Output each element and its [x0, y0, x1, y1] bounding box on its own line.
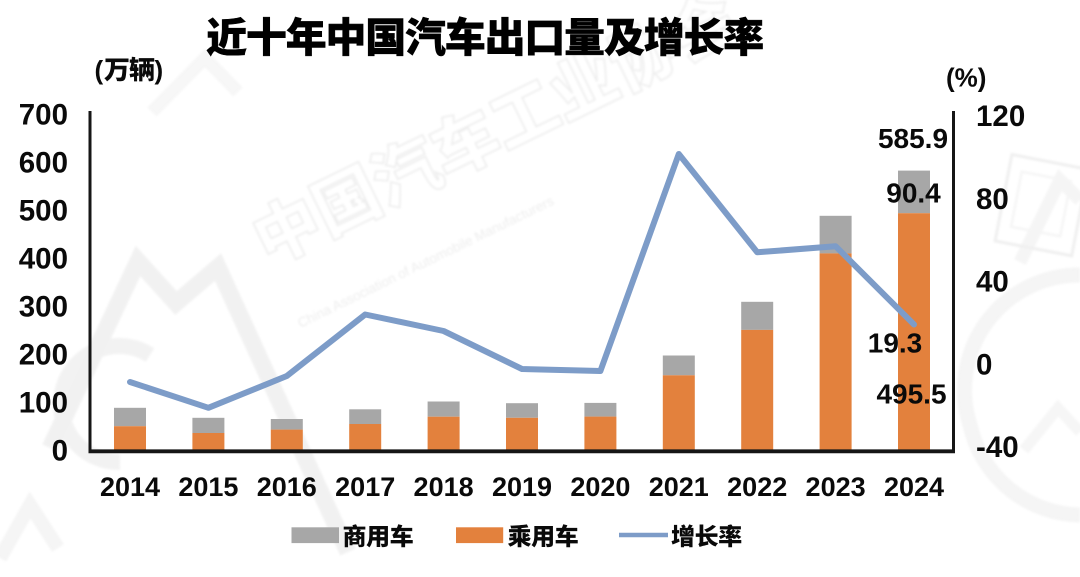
- svg-text:120: 120: [976, 100, 1025, 133]
- svg-text:500: 500: [19, 195, 68, 228]
- svg-text:(: (: [95, 55, 104, 85]
- svg-text:700: 700: [19, 99, 68, 132]
- svg-text:585.9: 585.9: [878, 123, 948, 154]
- svg-text:19.3: 19.3: [868, 328, 923, 359]
- svg-text:495.5: 495.5: [876, 379, 946, 410]
- svg-text:40: 40: [976, 266, 1009, 299]
- svg-text:100: 100: [19, 387, 68, 420]
- svg-text:2015: 2015: [178, 472, 238, 502]
- svg-text:2017: 2017: [335, 472, 395, 502]
- svg-text:2016: 2016: [257, 472, 317, 502]
- svg-text:200: 200: [19, 339, 68, 372]
- svg-text:0: 0: [976, 348, 992, 381]
- svg-text:2022: 2022: [727, 472, 787, 502]
- svg-text:2014: 2014: [100, 472, 160, 502]
- svg-text:600: 600: [19, 147, 68, 180]
- svg-text:2021: 2021: [649, 472, 709, 502]
- svg-text:80: 80: [976, 183, 1009, 216]
- svg-text:-40: -40: [976, 431, 1019, 464]
- svg-text:90.4: 90.4: [886, 177, 941, 208]
- svg-text:300: 300: [19, 291, 68, 324]
- svg-text:2023: 2023: [806, 472, 866, 502]
- svg-text:2018: 2018: [414, 472, 474, 502]
- svg-text:400: 400: [19, 243, 68, 276]
- svg-text:2019: 2019: [492, 472, 552, 502]
- svg-text:2020: 2020: [570, 472, 630, 502]
- svg-text:(%): (%): [946, 63, 986, 93]
- svg-text:0: 0: [52, 435, 68, 468]
- svg-text:): ): [155, 55, 164, 85]
- svg-text:2024: 2024: [884, 472, 944, 502]
